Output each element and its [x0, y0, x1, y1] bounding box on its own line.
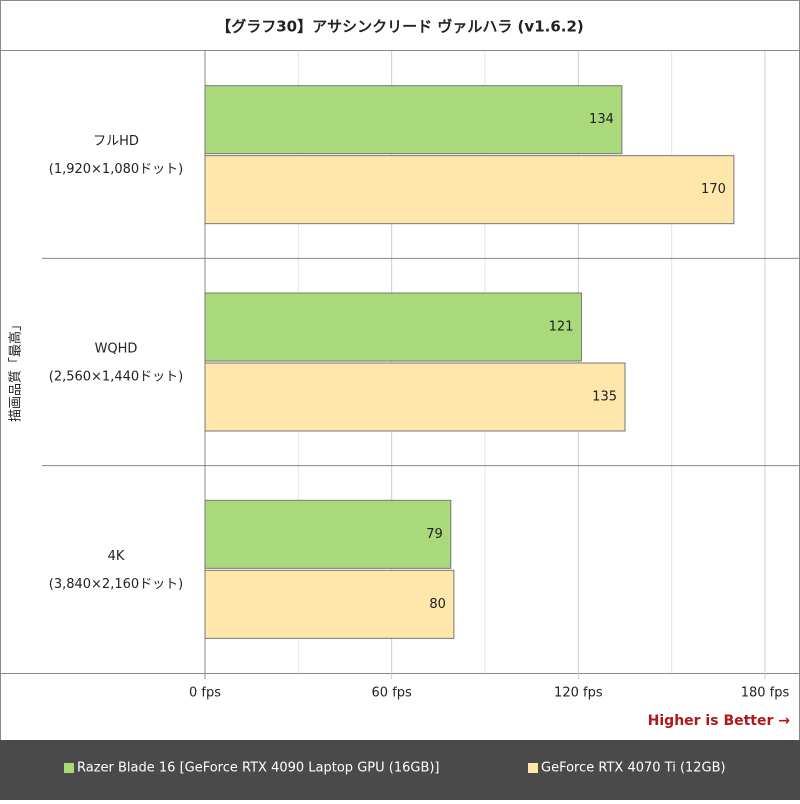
category-sublabel: (3,840×2,160ドット): [49, 577, 183, 592]
legend-label: GeForce RTX 4070 Ti (12GB): [541, 761, 726, 776]
x-tick-label: 120 fps: [554, 686, 603, 701]
legend-box: [0, 740, 800, 800]
category-sublabel: (2,560×1,440ドット): [49, 370, 183, 385]
category-label: フルHD: [93, 134, 139, 149]
value-label: 121: [549, 320, 574, 335]
bar: [204, 362, 626, 432]
x-tick-label: 180 fps: [741, 686, 790, 701]
bar: [204, 155, 735, 225]
bar: [204, 499, 452, 569]
bar: [204, 85, 623, 155]
y-axis-label: 描画品質「最高」: [8, 318, 24, 422]
value-label: 170: [701, 182, 726, 197]
legend-label: Razer Blade 16 [GeForce RTX 4090 Laptop …: [77, 761, 440, 776]
category-sublabel: (1,920×1,080ドット): [49, 162, 183, 177]
value-label: 80: [429, 597, 446, 612]
bar: [204, 569, 455, 639]
x-tick-label: 60 fps: [372, 686, 413, 701]
bar: [204, 292, 582, 362]
value-label: 134: [589, 112, 614, 127]
legend-swatch: [64, 763, 74, 773]
value-label: 79: [426, 527, 443, 542]
chart-title: 【グラフ30】アサシンクリード ヴァルハラ (v1.6.2): [216, 18, 584, 36]
category-label: 4K: [108, 549, 125, 564]
annotation: Higher is Better →: [648, 713, 791, 729]
x-tick-label: 0 fps: [189, 686, 221, 701]
category-label: WQHD: [95, 342, 138, 357]
legend-swatch: [528, 763, 538, 773]
value-label: 135: [592, 390, 617, 405]
